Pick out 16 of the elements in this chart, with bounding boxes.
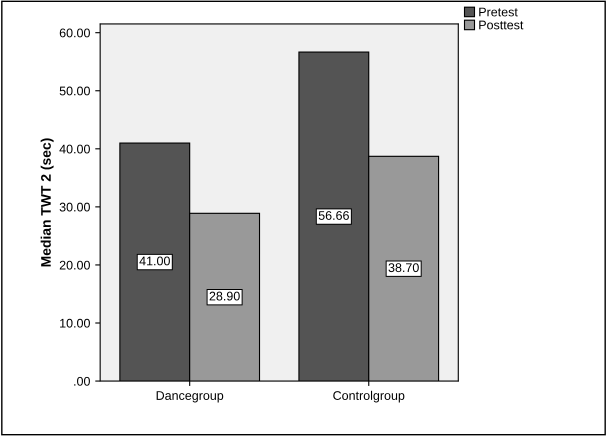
- x-tick-label: Dancegroup: [156, 391, 224, 402]
- y-tick-label: 40.00: [59, 144, 90, 154]
- y-tick-label: 50.00: [60, 86, 90, 96]
- y-tick-label: 30.00: [60, 202, 90, 212]
- legend-label: Pretest: [479, 8, 518, 16]
- data-label: 41.00: [139, 256, 170, 266]
- data-label: 28.90: [210, 292, 240, 301]
- y-tick-label: 20.00: [60, 260, 90, 270]
- y-axis-title: Median TWT 2 (sec): [40, 138, 54, 266]
- y-tick-label: .00: [74, 376, 90, 386]
- y-tick-label: 10.00: [60, 318, 90, 328]
- legend-label: Posttest: [479, 20, 524, 30]
- y-tick-label: 60.00: [60, 28, 90, 38]
- data-label: 38.70: [388, 263, 419, 272]
- data-label: 56.66: [318, 211, 349, 220]
- x-tick-label: Controlgroup: [333, 390, 404, 402]
